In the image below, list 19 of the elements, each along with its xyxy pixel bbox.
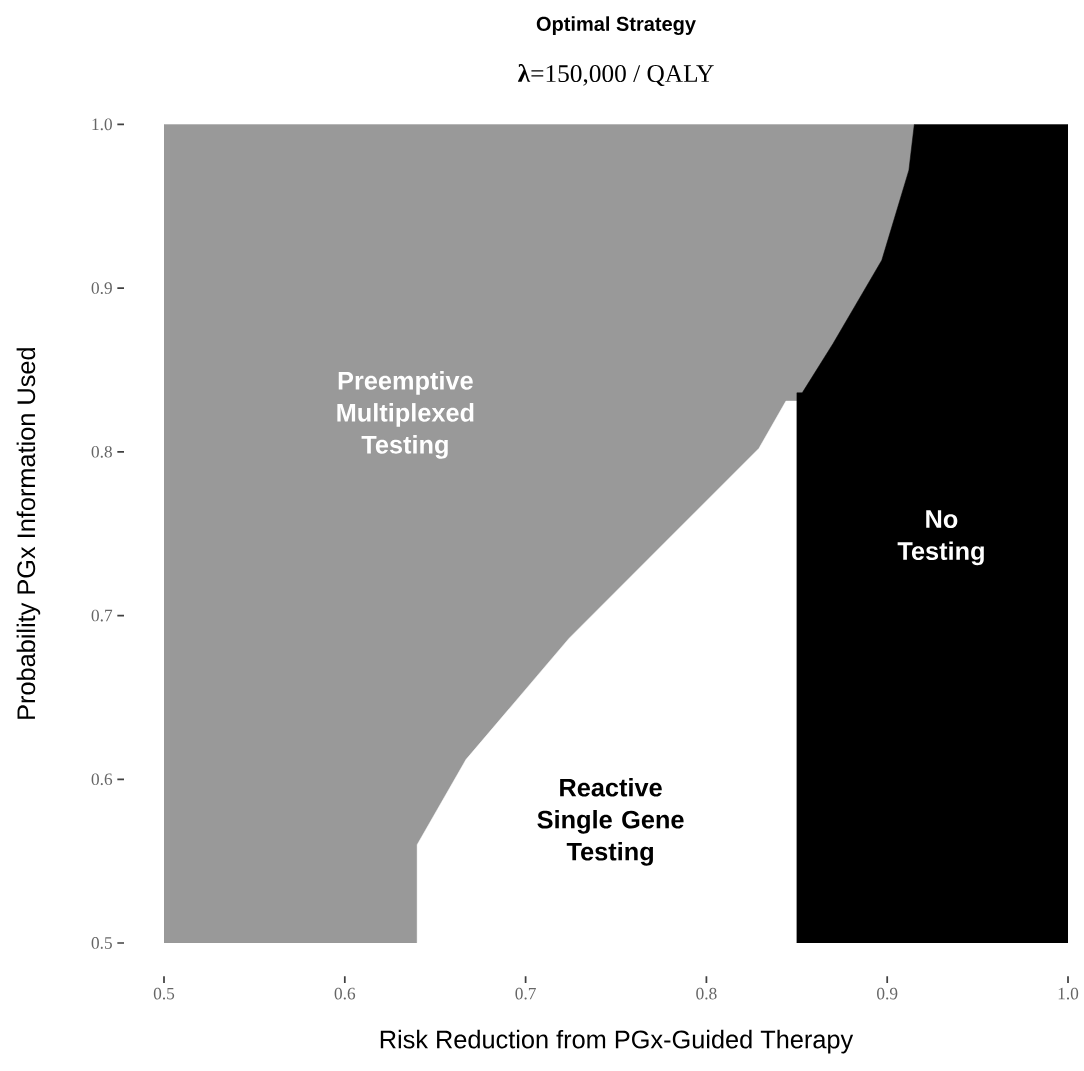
y-axis-title: Probability PGx Information Used bbox=[16, 348, 41, 719]
chart-subtitle: λ=150,000 / QALY bbox=[517, 64, 714, 86]
x-axis-title: Risk Reduction from PGx-Guided Therapy bbox=[380, 1029, 854, 1054]
x-tick-label: 1.0 bbox=[1058, 987, 1079, 1000]
chart-title: Optimal Strategy bbox=[536, 16, 696, 36]
x-tick-label: 0.6 bbox=[334, 987, 356, 1000]
x-tick-label: 0.8 bbox=[696, 987, 717, 1000]
y-tick-label: 1.0 bbox=[92, 118, 112, 131]
series-label: No Testing bbox=[897, 510, 984, 566]
x-tick-label: 0.5 bbox=[153, 987, 175, 1000]
x-tick-label: 0.9 bbox=[877, 987, 898, 1000]
y-tick-label: 0.5 bbox=[91, 937, 112, 949]
y-tick-label: 0.6 bbox=[91, 773, 113, 786]
series-label: Reactive Single Gene Testing bbox=[537, 777, 684, 866]
x-tick-label: 0.7 bbox=[515, 987, 536, 1000]
y-tick-label: 0.8 bbox=[91, 445, 112, 458]
y-tick-label: 0.9 bbox=[91, 282, 112, 294]
y-tick-label: 0.7 bbox=[91, 609, 113, 622]
series-label: Preemptive Multiplexed Testing bbox=[337, 371, 474, 459]
